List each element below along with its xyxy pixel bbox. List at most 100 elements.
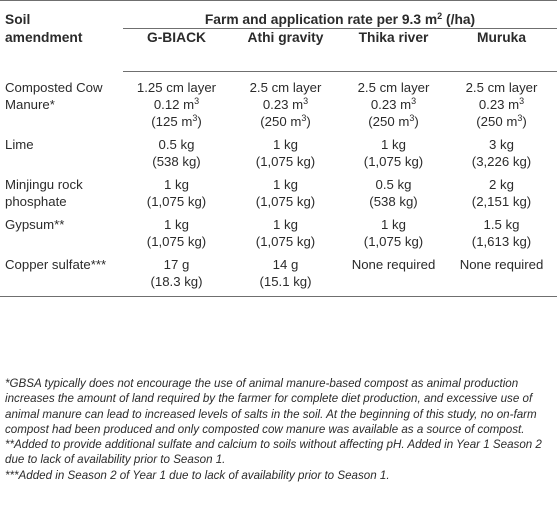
cell-line: 0.5 kg (375, 177, 412, 192)
superscript: 3 (303, 96, 309, 106)
table-row: Copper sulfate*** 17 g (18.3 kg) 14 g (15.1 … (0, 250, 557, 297)
row-label-line: Composted Cow (5, 79, 103, 95)
table-row: Lime 0.5 kg (538 kg) 1 kg (1,075 kg) 1 kg (1,0… (0, 130, 557, 170)
cell-line: 2.5 cm layer (249, 80, 322, 95)
table-cell: 0.5 kg (538 kg) (123, 130, 230, 170)
table-cell: None required (341, 250, 446, 297)
row-label-line: Gypsum** (5, 217, 65, 232)
table-row: Minjingu rock phosphate 1 kg (1,075 kg) 1 kg… (0, 170, 557, 210)
superscript: 3 (192, 113, 198, 123)
table-cell: 2.5 cm layer 0.23 m3 (250 m3) (341, 72, 446, 131)
table-footnotes: *GBSA typically does not encourage the u… (5, 376, 553, 483)
table-cell: 1 kg (1,075 kg) (123, 210, 230, 250)
cell-line: (1,075 kg) (255, 194, 316, 209)
table-cell: 2.5 cm layer 0.23 m3 (250 m3) (446, 72, 557, 131)
footnote-3: ***Added in Season 2 of Year 1 due to la… (5, 468, 390, 482)
cell-line: 2 kg (489, 177, 514, 192)
cell-line: 0.23 m3 (262, 96, 309, 113)
table-cell: 1 kg (1,075 kg) (123, 170, 230, 210)
table-cell: 1 kg (1,075 kg) (230, 130, 341, 170)
row-label-line: phosphate (5, 194, 67, 209)
farm-header-muruka: Muruka (446, 28, 557, 72)
superscript: 3 (517, 113, 523, 123)
superscript: 3 (301, 113, 307, 123)
table-cell: 1 kg (1,075 kg) (230, 170, 341, 210)
row-label: Composted Cow Manure* (0, 72, 123, 131)
farm-group-title: Farm and application rate per 9.3 m (204, 12, 438, 27)
farm-group-header: Farm and application rate per 9.3 m2 (/h… (123, 0, 557, 29)
table-cell: None required (446, 250, 557, 297)
cell-line: (1,075 kg) (146, 194, 207, 209)
amendment-table: Soil amendment Farm and application rate… (0, 0, 557, 297)
cell-line: 0.23 m3 (478, 96, 525, 113)
cell-line: 0.5 kg (158, 137, 195, 152)
row-label-line: Lime (5, 137, 34, 152)
cell-line: 17 g (163, 257, 190, 272)
cell-line: 0.12 m3 (153, 96, 200, 113)
table-row: Composted Cow Manure* 1.25 cm layer 0.12 m3… (0, 72, 557, 131)
cell-line: None required (351, 257, 436, 272)
footnote-1: *GBSA typically does not encourage the u… (5, 377, 537, 436)
row-label: Copper sulfate*** (0, 250, 123, 297)
cell-line: (250 m3) (476, 113, 527, 130)
cell-line: (1,075 kg) (363, 234, 424, 249)
table-cell: 2 kg (2,151 kg) (446, 170, 557, 210)
cell-line: 1 kg (164, 217, 189, 232)
cell-line: (538 kg) (152, 154, 201, 169)
table-cell: 1 kg (1,075 kg) (341, 210, 446, 250)
cell-line: (250 m3) (260, 113, 311, 130)
soil-header-line1: Soil (5, 12, 31, 27)
cell-line: 0.23 m3 (370, 96, 417, 113)
soil-header-line2: amendment (5, 30, 83, 45)
table-cell: 0.5 kg (538 kg) (341, 170, 446, 210)
row-label-line: Copper sulfate*** (5, 257, 107, 272)
cell-line: (1,075 kg) (363, 154, 424, 169)
cell-line: 1.25 cm layer (136, 80, 217, 95)
cell-line: 1 kg (273, 177, 298, 192)
footnote-2: **Added to provide additional sulfate an… (5, 438, 542, 467)
cell-line: 2.5 cm layer (357, 80, 430, 95)
cell-line: (1,075 kg) (255, 234, 316, 249)
cell-line: (125 m3) (151, 113, 202, 130)
superscript: 3 (194, 96, 200, 106)
cell-line: (538 kg) (369, 194, 418, 209)
farm-header-athi-gravity: Athi gravity (230, 28, 341, 72)
row-label-line: Minjingu rock (5, 177, 83, 192)
farm-group-sup: 2 (437, 11, 443, 21)
table-cell: 2.5 cm layer 0.23 m3 (250 m3) (230, 72, 341, 131)
table-cell: 14 g (15.1 kg) (230, 250, 341, 297)
table-cell: 1 kg (1,075 kg) (230, 210, 341, 250)
cell-line: 1 kg (381, 137, 406, 152)
farm-header-g-biack: G-BIACK (123, 28, 230, 72)
cell-line: 1 kg (273, 137, 298, 152)
cell-line: 3 kg (489, 137, 514, 152)
cell-line: (1,613 kg) (471, 234, 532, 249)
superscript: 3 (411, 96, 417, 106)
cell-line: 1 kg (381, 217, 406, 232)
table-cell: 1.5 kg (1,613 kg) (446, 210, 557, 250)
cell-line: (1,075 kg) (255, 154, 316, 169)
superscript: 3 (519, 96, 525, 106)
table-cell: 17 g (18.3 kg) (123, 250, 230, 297)
superscript: 3 (409, 113, 415, 123)
cell-line: 1 kg (273, 217, 298, 232)
row-label: Lime (0, 130, 123, 170)
cell-line: (250 m3) (368, 113, 419, 130)
table-cell: 1.25 cm layer 0.12 m3 (125 m3) (123, 72, 230, 131)
cell-line: 2.5 cm layer (465, 80, 538, 95)
farm-group-tail: (/ha) (442, 12, 476, 27)
cell-line: (18.3 kg) (150, 274, 203, 289)
cell-line: 1 kg (164, 177, 189, 192)
cell-line: (15.1 kg) (259, 274, 312, 289)
cell-line: (3,226 kg) (471, 154, 532, 169)
farm-header-thika-river: Thika river (341, 28, 446, 72)
cell-line: None required (459, 257, 544, 272)
soil-amendment-header: Soil amendment (0, 0, 123, 72)
table-cell: 3 kg (3,226 kg) (446, 130, 557, 170)
cell-line: 14 g (272, 257, 299, 272)
table-row: Gypsum** 1 kg (1,075 kg) 1 kg (1,075 kg) 1 kg… (0, 210, 557, 250)
cell-line: (1,075 kg) (146, 234, 207, 249)
row-label: Minjingu rock phosphate (0, 170, 123, 210)
cell-line: (2,151 kg) (471, 194, 532, 209)
